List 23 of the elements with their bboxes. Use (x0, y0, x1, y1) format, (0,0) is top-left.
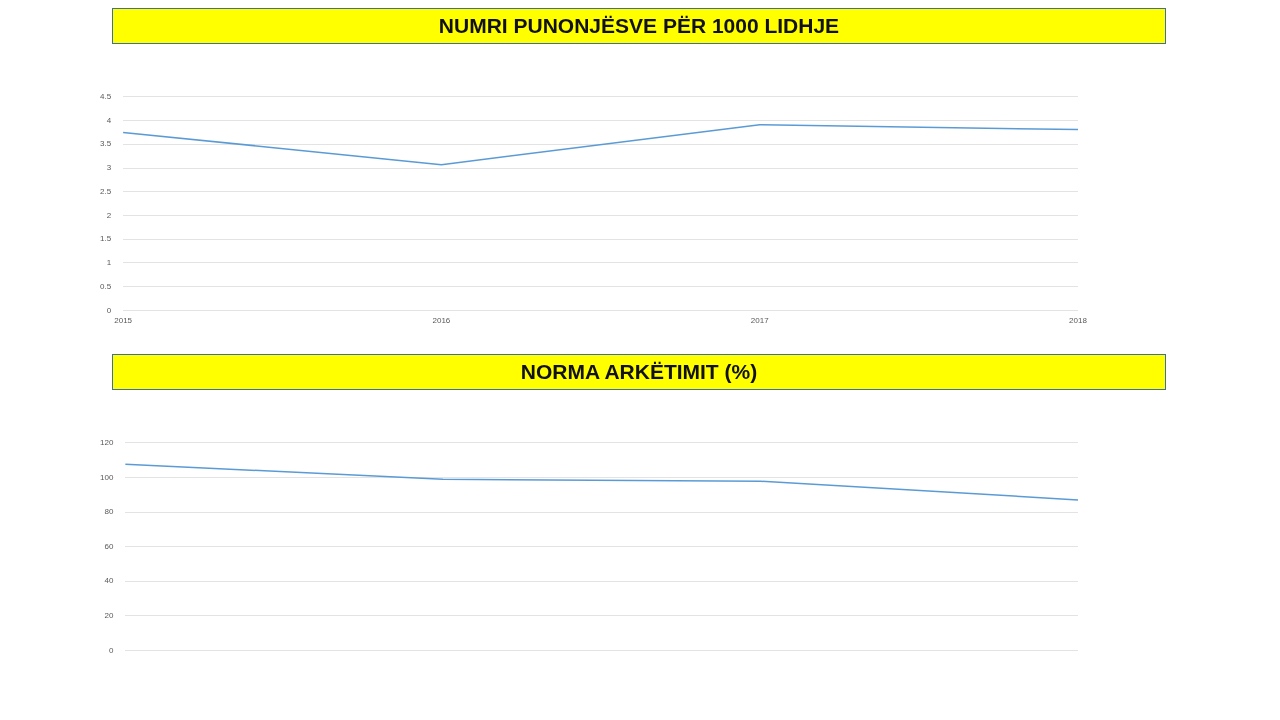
y-tick-label: 40 (104, 576, 114, 586)
y-tick-label: 0 (106, 305, 112, 315)
y-tick-label: 0.5 (100, 281, 112, 291)
y-tick-label: 2 (106, 210, 112, 220)
chart-title: NORMA ARKËTIMIT (%) (112, 354, 1166, 390)
y-tick-label: 4.5 (100, 92, 112, 101)
y-tick-label: 4 (106, 115, 112, 125)
chart-title: NUMRI PUNONJËSVE PËR 1000 LIDHJE (112, 8, 1166, 44)
x-tick-label: 2017 (750, 316, 770, 326)
y-tick-label: 100 (99, 472, 114, 482)
x-tick-label: 2015 (114, 316, 133, 326)
y-tick-label: 1 (106, 258, 112, 268)
y-tick-label: 3.5 (100, 139, 112, 149)
y-tick-label: 1.5 (100, 234, 112, 244)
y-tick-label: 120 (99, 438, 114, 447)
x-tick-label: 2016 (432, 316, 451, 326)
y-tick-label: 2.5 (100, 186, 112, 196)
y-tick-label: 0 (108, 645, 114, 655)
x-tick-label: 2018 (1069, 316, 1088, 326)
y-tick-label: 20 (104, 611, 114, 620)
y-tick-label: 60 (104, 541, 114, 551)
y-tick-label: 80 (104, 507, 114, 517)
y-tick-label: 3 (106, 163, 112, 173)
